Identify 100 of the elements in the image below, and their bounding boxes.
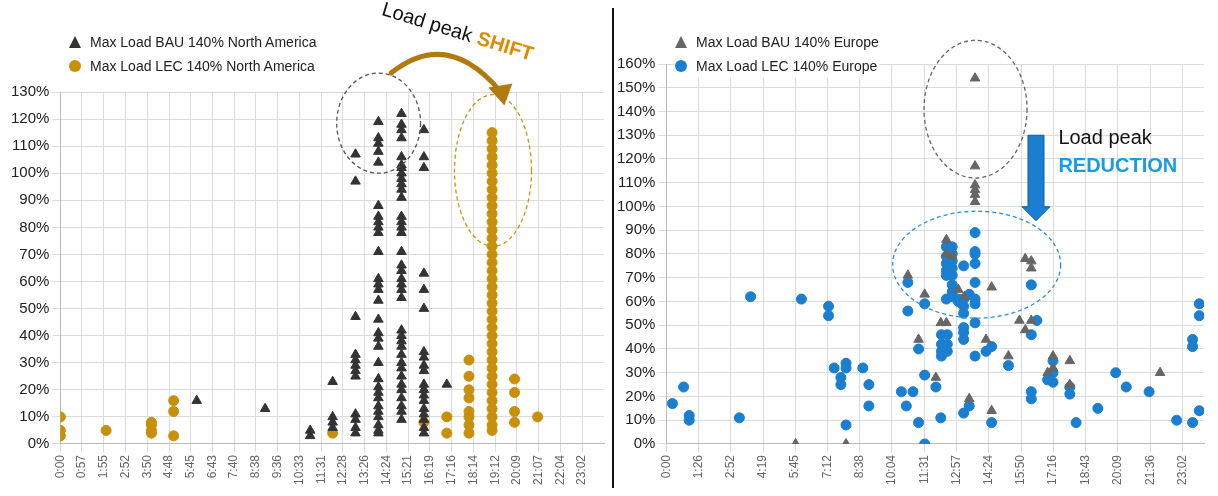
point [1154, 366, 1166, 376]
x-tick-label: 13:26 [356, 454, 371, 485]
y-tick-label: 110% [618, 172, 656, 190]
x-tick-label: 11:31 [916, 454, 931, 485]
x-tick-label: 2:52 [722, 454, 737, 479]
legend-label: Max Load LEC 140% North America [90, 58, 315, 74]
y-tick-label: 60% [625, 291, 656, 309]
point [980, 333, 992, 343]
point [1026, 255, 1037, 265]
text: SHIFT [474, 26, 537, 65]
point [1019, 323, 1031, 334]
x-tick-label: 15:50 [1013, 454, 1028, 485]
x-tick-label: 21:07 [531, 454, 545, 485]
y-tick-label: 70% [625, 267, 656, 285]
x-tick-label: 10:04 [884, 454, 899, 485]
x-tick-label: 12:28 [335, 454, 350, 485]
y-tick-label: 60% [19, 271, 50, 289]
x-tick-label: 12:57 [948, 454, 963, 485]
point [919, 288, 930, 298]
y-tick-label: 20% [625, 386, 656, 404]
point [1026, 314, 1037, 324]
y-tick-label: 50% [19, 298, 50, 316]
x-tick-label: 10:33 [291, 454, 306, 485]
x-tick-label: 20:09 [509, 454, 524, 485]
x-tick-label: 4:19 [755, 454, 770, 479]
y-tick-label: 80% [19, 217, 50, 235]
legend-label: Max Load BAU 140% North America [90, 34, 317, 50]
y-tick-label: 10% [19, 407, 50, 425]
y-tick-label: 30% [625, 362, 656, 380]
point [1047, 350, 1059, 360]
x-tick-label: 11:31 [313, 454, 328, 485]
x-tick-label: 0:00 [52, 454, 67, 479]
y-tick-label: 50% [625, 315, 656, 333]
y-tick-label: 20% [19, 379, 50, 397]
x-tick-label: 5:45 [182, 454, 197, 479]
x-tick-label: 14:24 [981, 454, 996, 485]
x-tick-label: 0:00 [658, 454, 673, 479]
point [986, 404, 997, 414]
y-tick-label: 120% [616, 149, 656, 167]
point [952, 283, 964, 293]
point [959, 290, 970, 300]
point [969, 72, 981, 82]
x-tick-label: 1:26 [690, 454, 705, 479]
y-tick-label: 30% [19, 352, 50, 370]
x-tick-label: 8:38 [852, 454, 867, 479]
x-tick-label: 3:50 [139, 454, 154, 479]
point [941, 233, 952, 243]
y-tick-label: 10% [625, 410, 656, 428]
x-tick-label: 18:14 [465, 454, 480, 485]
y-tick-label: 90% [625, 220, 656, 238]
y-tick-label: 0% [27, 434, 50, 452]
point [986, 281, 997, 291]
x-tick-label: 23:02 [1174, 454, 1189, 485]
y-tick-label: 130% [616, 125, 656, 143]
x-tick-label: 6:43 [204, 454, 219, 479]
point [1064, 354, 1076, 365]
x-tick-label: 4:48 [161, 454, 176, 479]
x-tick-label: 2:52 [117, 454, 132, 479]
x-tick-label: 19:12 [487, 454, 502, 485]
point [902, 269, 914, 279]
x-tick-label: 21:36 [1142, 454, 1157, 485]
y-tick-label: 100% [10, 163, 50, 181]
x-tick-label: 1:55 [96, 454, 111, 479]
x-tick-label: 23:02 [574, 454, 589, 485]
y-tick-label: 130% [10, 82, 50, 100]
point [969, 160, 981, 170]
x-tick-label: 16:19 [422, 454, 437, 485]
x-tick-label: 8:38 [248, 454, 263, 479]
point [1042, 366, 1053, 376]
annotation: REDUCTION [1058, 153, 1178, 179]
x-tick-label: 17:16 [443, 454, 458, 485]
x-tick-label: 20:09 [1110, 454, 1125, 485]
text: Load peak [379, 0, 476, 47]
x-tick-label: 18:43 [1077, 454, 1092, 485]
y-tick-label: 150% [616, 77, 656, 95]
x-tick-label: 15:21 [400, 454, 415, 485]
y-tick-label: 160% [616, 54, 656, 72]
y-tick-label: 90% [19, 190, 50, 208]
y-tick-label: 40% [19, 325, 50, 343]
y-tick-label: 0% [633, 434, 656, 452]
legend-label: Max Load LEC 140% Europe [696, 58, 878, 74]
point [963, 392, 975, 403]
y-tick-label: 70% [19, 244, 50, 262]
x-tick-label: 7:40 [226, 454, 241, 479]
point [1003, 350, 1014, 360]
y-tick-label: 40% [625, 339, 656, 357]
point [941, 316, 952, 327]
y-tick-label: 100% [616, 196, 656, 214]
y-tick-label: 110% [12, 136, 50, 154]
x-tick-label: 14:24 [378, 454, 393, 485]
x-tick-label: 17:16 [1045, 454, 1060, 485]
legend-label: Max Load BAU 140% Europe [696, 34, 879, 50]
point [930, 371, 942, 381]
y-tick-label: 140% [616, 101, 656, 119]
y-tick-label: 80% [625, 244, 656, 262]
point [913, 333, 924, 343]
point [1014, 314, 1025, 324]
point [1026, 262, 1037, 272]
x-tick-label: 9:36 [270, 454, 285, 479]
point [1064, 378, 1076, 388]
